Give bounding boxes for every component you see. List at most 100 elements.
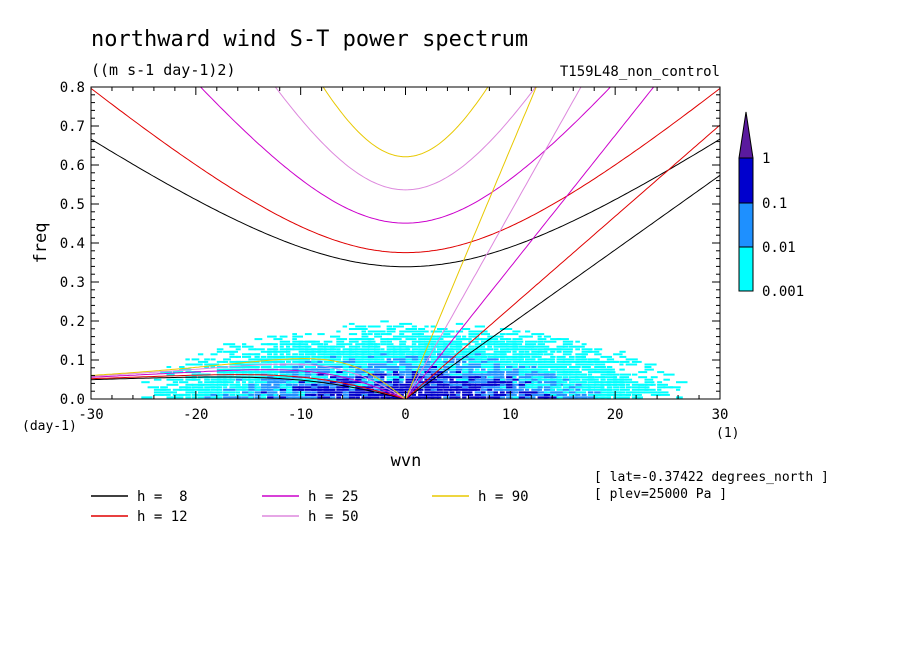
- dispersion-curve-h50-igw: [274, 87, 537, 191]
- heatmap-cell: [562, 353, 572, 356]
- x-tick-label: 30: [712, 407, 729, 423]
- heatmap-cell: [179, 396, 184, 399]
- heatmap-cell: [443, 371, 448, 374]
- heatmap-cell: [411, 350, 425, 353]
- heatmap-cell: [380, 350, 391, 353]
- heatmap-cell: [273, 396, 284, 399]
- heatmap-cell: [537, 335, 542, 338]
- heatmap-cell: [619, 391, 626, 394]
- heatmap-cell: [613, 381, 624, 384]
- heatmap-cell: [330, 383, 338, 386]
- heatmap-cell: [204, 358, 210, 361]
- heatmap-cell: [512, 363, 518, 366]
- heatmap-cell: [430, 388, 439, 391]
- heatmap-cell: [292, 345, 301, 348]
- heatmap-cell: [556, 383, 561, 386]
- heatmap-cell: [418, 328, 426, 330]
- heatmap-cell: [424, 360, 436, 363]
- heatmap-cell: [531, 363, 538, 366]
- heatmap-cell: [543, 371, 556, 374]
- heatmap-cell: [462, 343, 471, 346]
- heatmap-cell: [531, 345, 538, 348]
- heatmap-cell: [424, 368, 432, 371]
- heatmap-cell: [600, 388, 613, 391]
- heatmap-cell: [323, 383, 333, 386]
- heatmap-cell: [481, 366, 488, 368]
- heatmap-cell: [292, 373, 305, 376]
- heatmap-cell: [336, 345, 345, 348]
- heatmap-cell: [411, 353, 423, 356]
- heatmap-cell: [286, 360, 291, 363]
- heatmap-cell: [569, 378, 576, 381]
- heatmap-cell: [594, 360, 605, 363]
- heatmap-cell: [512, 368, 525, 371]
- heatmap-cell: [342, 355, 354, 358]
- heatmap-cell: [273, 383, 282, 386]
- heatmap-cell: [323, 360, 332, 363]
- heatmap-cell: [499, 368, 512, 371]
- run-label: T159L48_non_control: [560, 64, 720, 80]
- heatmap-cell: [474, 358, 483, 361]
- heatmap-cell: [418, 388, 424, 391]
- heatmap-cell: [254, 353, 261, 356]
- heatmap-cell: [600, 371, 611, 374]
- heatmap-cell: [386, 325, 393, 328]
- heatmap-cell: [606, 383, 618, 386]
- heatmap-cell: [267, 343, 278, 346]
- heatmap-cell: [537, 358, 547, 361]
- heatmap-cell: [424, 363, 431, 366]
- heatmap-cell: [342, 383, 355, 386]
- heatmap-cell: [367, 325, 380, 328]
- heatmap-cell: [556, 366, 565, 368]
- heatmap-cell: [449, 358, 455, 361]
- heatmap-cell: [380, 320, 389, 323]
- heatmap-cell: [600, 396, 611, 399]
- heatmap-cell: [562, 350, 573, 353]
- heatmap-cell: [449, 345, 462, 348]
- heatmap-cell: [468, 330, 479, 333]
- heatmap-cell: [342, 381, 353, 384]
- heatmap-cell: [229, 388, 236, 391]
- heatmap-cell: [361, 371, 368, 374]
- heatmap-cell: [286, 391, 297, 394]
- y-tick-label: 0.4: [60, 236, 85, 252]
- heatmap-cell: [254, 386, 261, 389]
- heatmap-cell: [273, 378, 284, 381]
- heatmap-cell: [569, 393, 578, 396]
- heatmap-cell: [367, 391, 377, 394]
- heatmap-cell: [449, 371, 457, 374]
- heatmap-cell: [537, 396, 548, 399]
- heatmap-cell: [600, 386, 605, 389]
- heatmap-cell: [367, 343, 377, 346]
- heatmap-cell: [543, 396, 550, 399]
- heatmap-cell: [336, 348, 341, 351]
- heatmap-cell: [443, 391, 449, 394]
- heatmap-cell: [569, 383, 575, 386]
- heatmap-cell: [631, 383, 644, 386]
- heatmap-cell: [487, 338, 499, 341]
- heatmap-cell: [499, 328, 513, 330]
- heatmap-cell: [581, 386, 591, 389]
- heatmap-cell: [581, 360, 592, 363]
- heatmap-cell: [197, 353, 204, 356]
- heatmap-cell: [248, 358, 260, 361]
- heatmap-cell: [462, 328, 471, 330]
- heatmap-cell: [399, 373, 405, 376]
- heatmap-cell: [512, 381, 518, 384]
- heatmap-cell: [336, 355, 342, 358]
- heatmap-cell: [619, 393, 631, 396]
- heatmap-cell: [437, 350, 442, 353]
- heatmap-cell: [367, 386, 374, 389]
- heatmap-cell: [531, 355, 538, 358]
- heatmap-cell: [273, 345, 278, 348]
- heatmap-cell: [512, 371, 525, 374]
- heatmap-cell: [556, 338, 569, 341]
- heatmap-cell: [374, 376, 384, 379]
- heatmap-cell: [512, 393, 517, 396]
- heatmap-cell: [493, 396, 502, 399]
- dispersion-curve-h25-rossby: [91, 369, 406, 399]
- heatmap-cell: [317, 350, 327, 353]
- heatmap-cell: [581, 350, 592, 353]
- heatmap-cell: [550, 378, 561, 381]
- heatmap-cell: [279, 396, 289, 399]
